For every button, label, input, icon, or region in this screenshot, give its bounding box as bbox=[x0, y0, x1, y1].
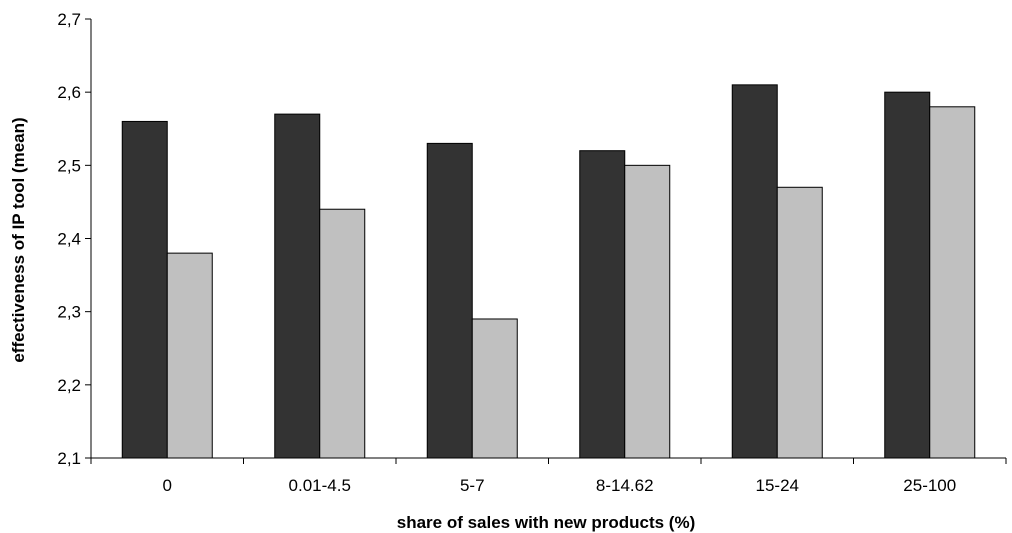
bar-series1-2 bbox=[274, 113, 321, 459]
y-tick-label: 2,6 bbox=[57, 83, 81, 102]
bar-series2-4 bbox=[624, 164, 671, 459]
bar-series2-6 bbox=[929, 106, 976, 459]
y-tick-label: 2,4 bbox=[57, 230, 81, 249]
y-axis-title: effectiveness of IP tool (mean) bbox=[9, 117, 28, 362]
x-tick-label: 5-7 bbox=[460, 476, 485, 495]
bar-series2-1 bbox=[166, 252, 213, 459]
bar-series2-3 bbox=[471, 318, 518, 459]
x-axis-title: share of sales with new products (%) bbox=[397, 513, 696, 532]
x-tick-label: 15-24 bbox=[756, 476, 799, 495]
x-axis-ticks: 0 0.01-4.5 5-7 8-14.62 15-24 25-100 bbox=[90, 458, 1007, 495]
bar-series1-1 bbox=[121, 120, 168, 459]
bar-series1-6 bbox=[884, 91, 931, 459]
bar-series1-5 bbox=[731, 84, 778, 459]
x-tick-label: 25-100 bbox=[903, 476, 956, 495]
bar-series1-3 bbox=[426, 142, 473, 459]
y-tick-label: 2,3 bbox=[57, 303, 81, 322]
bar-series2-5 bbox=[776, 186, 823, 459]
bar-series1-4 bbox=[579, 150, 626, 459]
y-tick-label: 2,7 bbox=[57, 10, 81, 29]
y-tick-label: 2,2 bbox=[57, 376, 81, 395]
x-tick-label: 0.01-4.5 bbox=[289, 476, 351, 495]
x-tick-label: 0 bbox=[163, 476, 172, 495]
bars-layer bbox=[121, 84, 976, 459]
x-tick-label: 8-14.62 bbox=[596, 476, 654, 495]
y-axis-ticks: 2,1 2,2 2,3 2,4 2,5 2,6 2,7 bbox=[57, 10, 91, 468]
bar-series2-2 bbox=[319, 208, 366, 459]
y-tick-label: 2,5 bbox=[57, 156, 81, 175]
y-tick-label: 2,1 bbox=[57, 449, 81, 468]
